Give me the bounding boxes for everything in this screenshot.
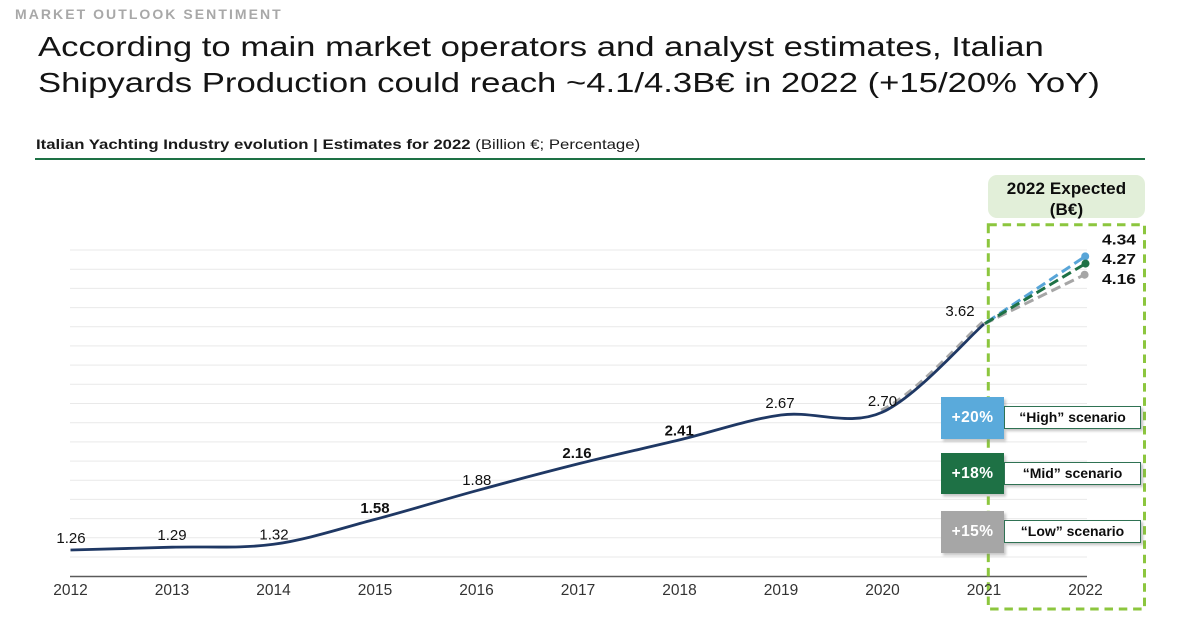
svg-text:1.26: 1.26 (56, 530, 85, 547)
svg-text:2.67: 2.67 (765, 395, 794, 412)
svg-text:2019: 2019 (764, 582, 798, 599)
svg-text:2.41: 2.41 (665, 423, 694, 440)
svg-text:1.88: 1.88 (462, 472, 491, 489)
svg-text:1.29: 1.29 (157, 527, 186, 544)
svg-text:2012: 2012 (53, 582, 87, 599)
svg-text:2021: 2021 (967, 582, 1001, 599)
svg-text:2015: 2015 (358, 582, 392, 599)
svg-text:1.58: 1.58 (360, 500, 389, 517)
svg-text:2016: 2016 (459, 582, 493, 599)
svg-text:1.32: 1.32 (259, 527, 288, 544)
svg-text:2017: 2017 (561, 582, 595, 599)
svg-text:3.62: 3.62 (945, 303, 974, 320)
svg-text:2013: 2013 (155, 582, 189, 599)
svg-text:2.16: 2.16 (562, 445, 591, 462)
svg-text:4.16: 4.16 (1102, 271, 1136, 288)
svg-text:2.70: 2.70 (868, 393, 897, 410)
svg-text:4.34: 4.34 (1102, 232, 1137, 249)
svg-text:2014: 2014 (256, 582, 291, 599)
svg-text:2022: 2022 (1068, 582, 1102, 599)
svg-text:2018: 2018 (662, 582, 696, 599)
svg-text:4.27: 4.27 (1102, 251, 1136, 268)
svg-text:2020: 2020 (865, 582, 900, 599)
